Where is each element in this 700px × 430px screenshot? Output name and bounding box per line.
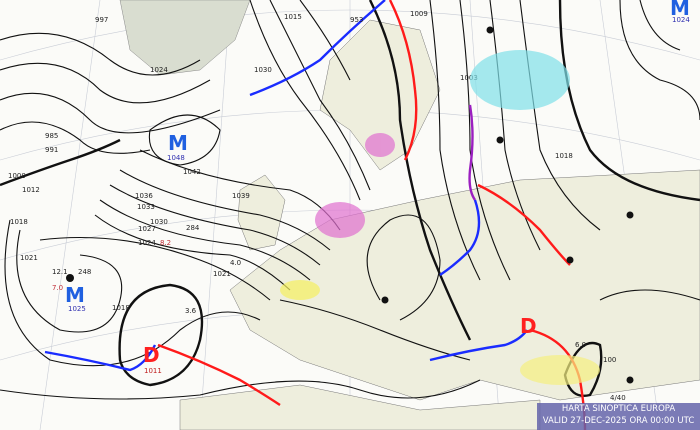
isobar-label: 953	[350, 16, 363, 24]
caption-validity: VALID 27-DEC-2025 ORA 00:00 UTC	[542, 416, 695, 426]
isobars	[0, 0, 700, 400]
warm-front-atlantic	[157, 343, 281, 406]
isobar-label: 1036	[135, 192, 153, 200]
isobar-label: 1018	[112, 304, 130, 312]
station-cloud: 4/40	[610, 394, 626, 402]
station-temp: 4.0	[230, 259, 241, 267]
cold-front-north	[249, 0, 386, 97]
low-center-label: D	[520, 314, 537, 338]
cold-front-med	[429, 329, 528, 362]
occluded-front	[468, 104, 477, 201]
warm-front-north	[388, 0, 418, 161]
isobar-label: 997	[95, 16, 108, 24]
isobar-label: 1039	[232, 192, 250, 200]
low-center-label: D	[143, 343, 160, 367]
caption-title: HARTA SINOPTICA EUROPA	[561, 404, 676, 414]
isobar-label: 1042	[183, 168, 201, 176]
station-pressure: 248	[78, 268, 91, 276]
map-caption: HARTA SINOPTICA EUROPA VALID 27-DEC-2025…	[537, 403, 700, 430]
precipitation-areas	[280, 50, 600, 385]
station-pressure: 284	[186, 224, 200, 232]
cold-front-atlantic	[44, 344, 157, 372]
isobar-label: 1024	[138, 239, 156, 247]
isobar-label: 1030	[254, 66, 272, 74]
station-temp: 6.0	[575, 341, 586, 349]
isobar-label: 1018	[555, 152, 573, 160]
isobar-label: 1000	[8, 172, 26, 180]
greenland	[119, 0, 251, 76]
low-center-value: 1011	[144, 367, 162, 375]
high-center-label: M	[670, 0, 690, 20]
station-temp: 7.0	[52, 284, 63, 292]
isobar-label: 991	[45, 146, 58, 154]
isobar-label: 1021	[213, 270, 231, 278]
isobar-labels: 997 1015 953 1024 1030 1039 1042 1036 10…	[8, 10, 573, 312]
isobar-label: 1018	[10, 218, 28, 226]
high-center-value: 1024	[672, 16, 690, 24]
isobar-label: 1033	[137, 203, 155, 211]
isobar-label: 1030	[150, 218, 168, 226]
station-temp: 8.2	[160, 239, 171, 247]
british-isles	[237, 174, 286, 251]
station-temp: 3.6	[185, 307, 197, 315]
isobar-label: 1015	[284, 13, 302, 21]
isobar-label: 985	[45, 132, 58, 140]
station-pressure: 100	[603, 356, 616, 364]
isobar-label: 1009	[410, 10, 428, 18]
station-observations: 12.1 7.0 248 284 8.2 6.0 100 4.0 3.6 4/4…	[52, 26, 634, 402]
isobar-label: 1027	[138, 225, 156, 233]
pressure-centers: M 1048 M 1025 M 1024 D 1011 D	[65, 0, 690, 375]
cold-front-central	[439, 199, 481, 276]
high-center-label: M	[168, 131, 188, 155]
high-center-value: 1025	[68, 305, 86, 313]
warm-front-central	[477, 183, 571, 266]
high-center-label: M	[65, 283, 85, 307]
station-temp: 12.1	[52, 268, 68, 276]
isobar-label: 1012	[22, 186, 40, 194]
isobar-label: 1003	[460, 74, 478, 82]
isobar-label: 1021	[20, 254, 38, 262]
isobar-label: 1024	[150, 66, 168, 74]
north-africa	[179, 384, 541, 430]
high-center-value: 1048	[167, 154, 185, 162]
